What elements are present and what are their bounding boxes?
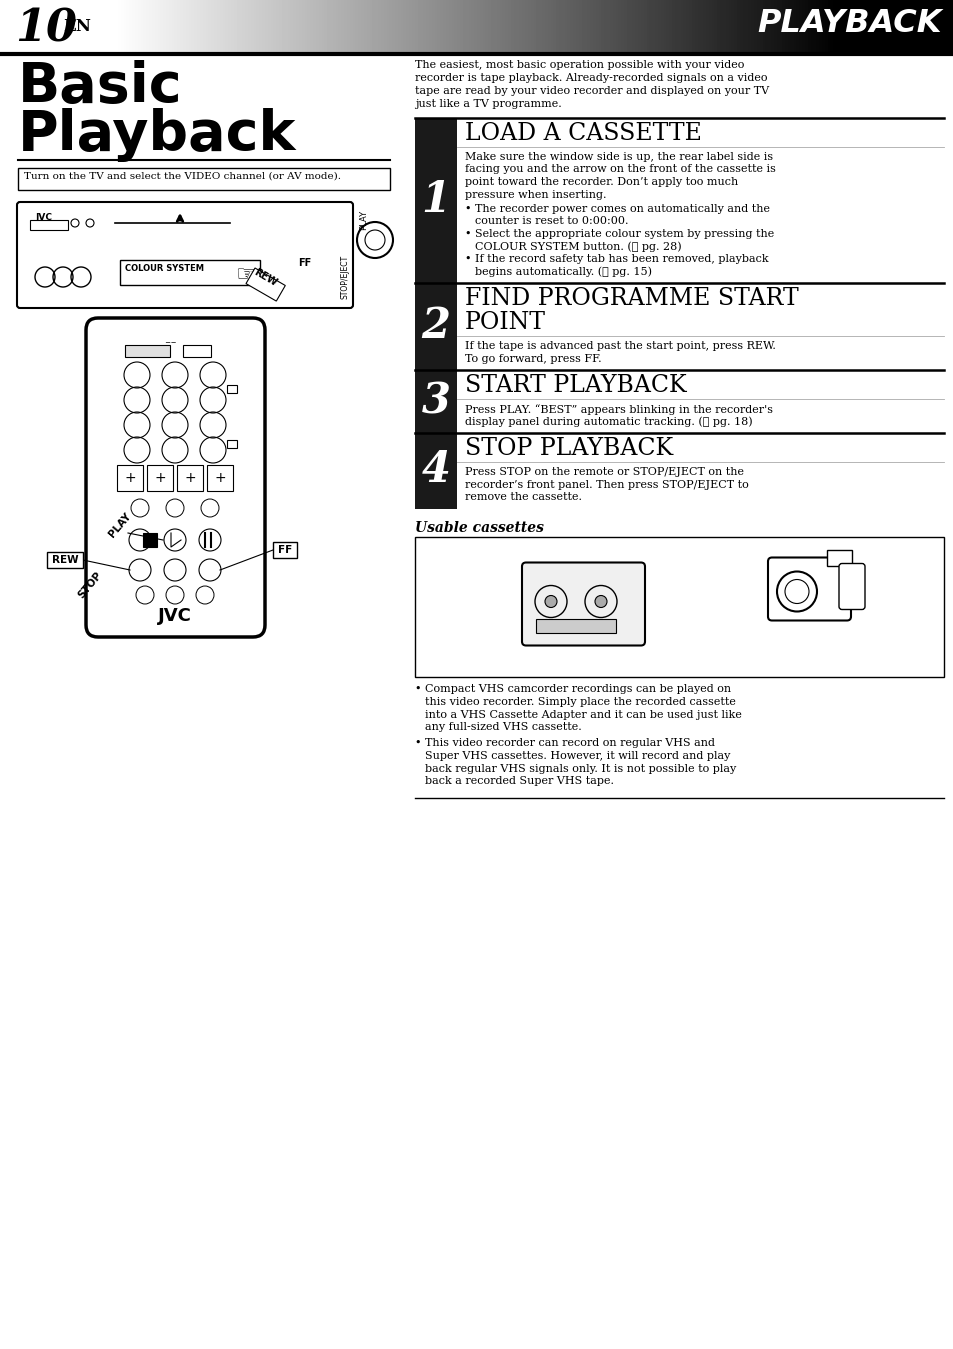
Bar	[415, 283, 456, 370]
Text: • The recorder power comes on automatically and the: • The recorder power comes on automatica…	[464, 204, 769, 214]
Text: Turn on the TV and select the VIDEO channel (or AV mode).: Turn on the TV and select the VIDEO chan…	[24, 173, 340, 181]
Text: pressure when inserting.: pressure when inserting.	[464, 189, 606, 200]
Text: FF: FF	[298, 258, 312, 268]
FancyBboxPatch shape	[17, 202, 353, 308]
FancyBboxPatch shape	[521, 563, 644, 646]
Bar	[47, 552, 83, 568]
Text: back regular VHS signals only. It is not possible to play: back regular VHS signals only. It is not…	[424, 764, 736, 773]
Text: 2: 2	[421, 305, 450, 347]
Text: Press STOP on the remote or STOP/EJECT on the: Press STOP on the remote or STOP/EJECT o…	[464, 467, 743, 478]
Text: facing you and the arrow on the front of the cassette is: facing you and the arrow on the front of…	[464, 165, 775, 174]
Text: display panel during automatic tracking. (⚓ pg. 18): display panel during automatic tracking.…	[464, 417, 752, 428]
Bar	[147, 465, 172, 491]
Text: +: +	[214, 471, 226, 486]
Text: +: +	[154, 471, 166, 486]
Text: 3: 3	[421, 380, 450, 422]
Bar	[117, 465, 143, 491]
Bar	[415, 117, 456, 283]
Text: FF: FF	[277, 545, 292, 554]
Text: counter is reset to 0:00:00.: counter is reset to 0:00:00.	[475, 216, 628, 227]
Text: If the tape is advanced past the start point, press REW.: If the tape is advanced past the start p…	[464, 341, 775, 351]
Text: Super VHS cassettes. However, it will record and play: Super VHS cassettes. However, it will re…	[424, 751, 730, 761]
Text: ☞: ☞	[234, 264, 254, 285]
Text: 10: 10	[15, 8, 77, 51]
Bar	[183, 345, 211, 357]
Text: FIND PROGRAMME START: FIND PROGRAMME START	[464, 287, 798, 310]
Text: 1: 1	[421, 179, 450, 221]
Bar	[120, 260, 260, 285]
Bar	[227, 440, 236, 448]
Text: • This video recorder can record on regular VHS and: • This video recorder can record on regu…	[415, 738, 714, 749]
Text: begins automatically. (⚓ pg. 15): begins automatically. (⚓ pg. 15)	[475, 267, 651, 277]
Text: POINT: POINT	[464, 312, 545, 335]
Text: into a VHS Cassette Adapter and it can be used just like: into a VHS Cassette Adapter and it can b…	[424, 710, 741, 719]
Text: this video recorder. Simply place the recorded cassette: this video recorder. Simply place the re…	[424, 697, 735, 707]
Bar	[536, 618, 616, 633]
Text: PLAYBACK: PLAYBACK	[757, 8, 941, 39]
Circle shape	[595, 595, 606, 607]
Text: just like a TV programme.: just like a TV programme.	[415, 98, 561, 109]
FancyBboxPatch shape	[86, 318, 265, 637]
Text: STOP: STOP	[76, 569, 104, 600]
Text: tape are read by your video recorder and displayed on your TV: tape are read by your video recorder and…	[415, 86, 768, 96]
Text: • Compact VHS camcorder recordings can be played on: • Compact VHS camcorder recordings can b…	[415, 684, 730, 695]
Bar	[227, 384, 236, 393]
Bar	[273, 542, 296, 558]
Bar	[143, 533, 157, 546]
Text: Make sure the window side is up, the rear label side is: Make sure the window side is up, the rea…	[464, 152, 772, 162]
Text: back a recorded Super VHS tape.: back a recorded Super VHS tape.	[424, 776, 614, 786]
Text: JVC: JVC	[35, 213, 52, 223]
Bar	[30, 220, 68, 229]
Text: any full-sized VHS cassette.: any full-sized VHS cassette.	[424, 722, 581, 733]
Bar	[125, 345, 170, 357]
Text: Playback: Playback	[18, 108, 296, 162]
Bar	[207, 465, 233, 491]
Text: +: +	[184, 471, 195, 486]
Text: point toward the recorder. Don’t apply too much: point toward the recorder. Don’t apply t…	[464, 177, 738, 188]
Text: REW: REW	[252, 267, 278, 289]
Text: COLOUR SYSTEM: COLOUR SYSTEM	[125, 264, 204, 272]
Text: Usable cassettes: Usable cassettes	[415, 521, 543, 534]
FancyBboxPatch shape	[838, 564, 864, 610]
Text: remove the cassette.: remove the cassette.	[464, 492, 581, 502]
Bar	[415, 433, 456, 509]
Bar	[415, 537, 943, 676]
Bar	[246, 268, 285, 301]
Text: STOP PLAYBACK: STOP PLAYBACK	[464, 437, 673, 460]
Text: PLAY: PLAY	[107, 511, 132, 540]
Text: EN: EN	[63, 18, 91, 35]
Text: Press PLAY. “BEST” appears blinking in the recorder's: Press PLAY. “BEST” appears blinking in t…	[464, 403, 772, 414]
Text: STOP/EJECT: STOP/EJECT	[340, 255, 349, 299]
Text: +: +	[124, 471, 135, 486]
Text: • If the record safety tab has been removed, playback: • If the record safety tab has been remo…	[464, 254, 768, 264]
Bar	[415, 370, 456, 433]
Text: Basic: Basic	[18, 59, 182, 115]
Bar	[826, 549, 851, 565]
Text: REW: REW	[51, 554, 78, 565]
Text: JVC: JVC	[158, 607, 192, 625]
Text: • Select the appropriate colour system by pressing the: • Select the appropriate colour system b…	[464, 229, 774, 239]
Circle shape	[544, 595, 557, 607]
Text: START PLAYBACK: START PLAYBACK	[464, 374, 686, 397]
Text: 4: 4	[421, 449, 450, 491]
Text: ─ ─: ─ ─	[165, 340, 175, 345]
Text: The easiest, most basic operation possible with your video: The easiest, most basic operation possib…	[415, 59, 743, 70]
Text: LOAD A CASSETTE: LOAD A CASSETTE	[464, 121, 701, 144]
FancyBboxPatch shape	[767, 557, 850, 621]
Text: recorder’s front panel. Then press STOP/EJECT to: recorder’s front panel. Then press STOP/…	[464, 479, 748, 490]
Text: PLAY: PLAY	[359, 210, 368, 231]
Text: recorder is tape playback. Already-recorded signals on a video: recorder is tape playback. Already-recor…	[415, 73, 767, 84]
Bar	[18, 169, 390, 190]
Bar	[177, 465, 203, 491]
Text: COLOUR SYSTEM button. (⚓ pg. 28): COLOUR SYSTEM button. (⚓ pg. 28)	[475, 241, 680, 252]
Text: To go forward, press FF.: To go forward, press FF.	[464, 353, 601, 363]
